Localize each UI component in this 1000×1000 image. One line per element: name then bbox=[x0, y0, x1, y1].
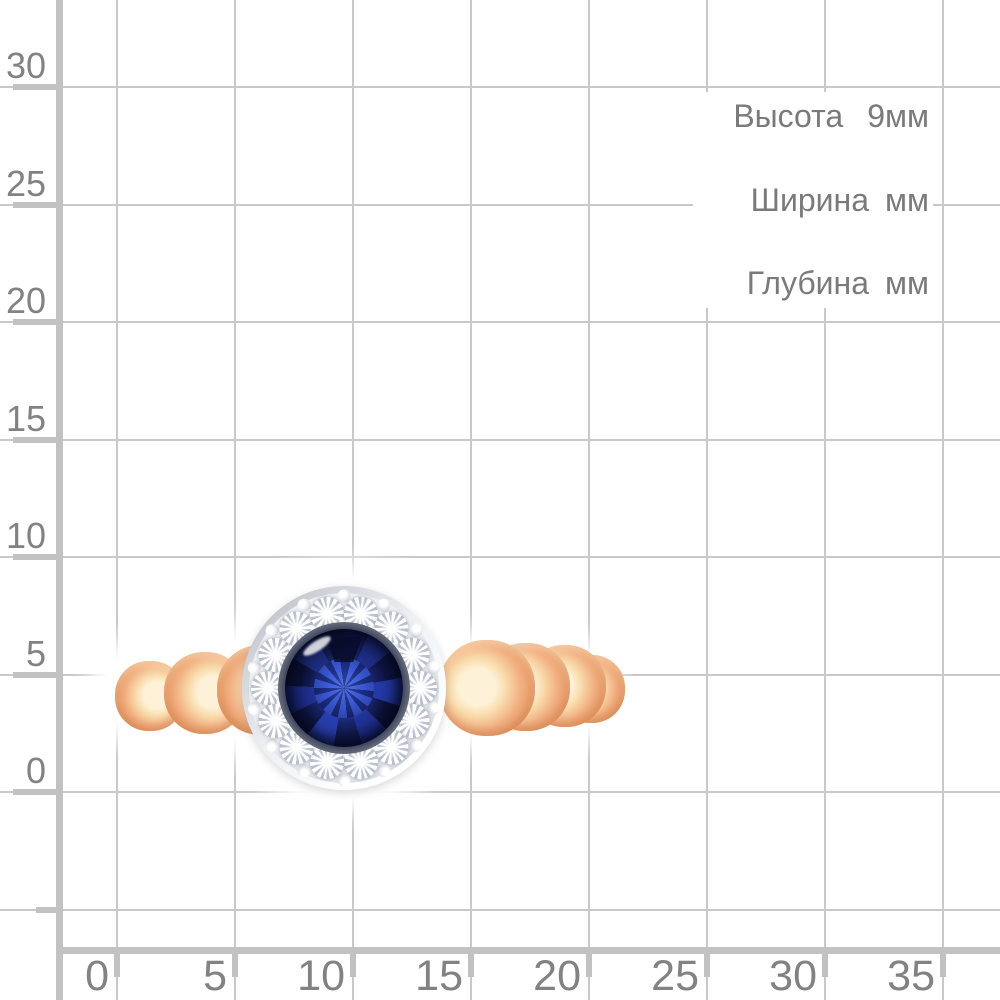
dimension-height-row: Высота 9мм bbox=[697, 98, 929, 135]
y-axis-label: 25 bbox=[5, 163, 46, 204]
dimension-height-label: Высота bbox=[733, 98, 844, 134]
x-axis-tick bbox=[704, 950, 710, 977]
dimensions-panel: Высота 9мм Ширина мм Глубина мм bbox=[693, 92, 933, 308]
sapphire-stone bbox=[285, 629, 403, 747]
dimension-width-row: Ширина мм bbox=[697, 182, 929, 219]
grid-line-horizontal bbox=[0, 439, 1000, 441]
y-axis-tick bbox=[13, 84, 60, 90]
sapphire-table-facet bbox=[314, 658, 374, 718]
y-axis-label: 30 bbox=[5, 45, 46, 86]
x-axis-label: 25 bbox=[651, 952, 699, 1000]
grid-line-vertical bbox=[706, 0, 708, 1000]
grid-line-vertical bbox=[234, 0, 236, 1000]
dimension-depth-label: Глубина bbox=[746, 265, 869, 301]
y-axis-tick bbox=[13, 789, 60, 795]
dimension-depth-row: Глубина мм bbox=[697, 265, 929, 302]
y-axis-label: 15 bbox=[5, 398, 46, 439]
x-axis-label: 0 bbox=[85, 952, 109, 1000]
x-axis-label: 15 bbox=[415, 952, 463, 1000]
x-axis-tick bbox=[350, 950, 356, 977]
y-axis-tick bbox=[13, 319, 60, 325]
y-axis-tick bbox=[13, 202, 60, 208]
x-axis-line bbox=[56, 947, 1000, 954]
grid-line-vertical bbox=[116, 0, 118, 1000]
grid-line-horizontal bbox=[0, 556, 1000, 558]
x-axis-tick bbox=[232, 950, 238, 977]
grid-line-horizontal bbox=[0, 86, 1000, 88]
ring-head bbox=[242, 586, 446, 790]
grid-line-vertical bbox=[824, 0, 826, 1000]
y-axis-label: 20 bbox=[5, 280, 46, 321]
metal-bead-outer bbox=[406, 736, 426, 755]
x-axis-tick bbox=[114, 950, 120, 977]
y-axis-tick bbox=[13, 554, 60, 560]
x-axis-label: 20 bbox=[533, 952, 581, 1000]
x-axis-label: 5 bbox=[203, 952, 227, 1000]
grid-line-vertical bbox=[588, 0, 590, 1000]
y-axis-tick bbox=[36, 907, 60, 913]
grid-line-horizontal bbox=[0, 204, 1000, 206]
y-axis-tick bbox=[13, 672, 60, 678]
dimension-depth-value: мм bbox=[885, 265, 929, 301]
y-axis-label: 0 bbox=[25, 750, 46, 791]
grid-line-horizontal bbox=[0, 791, 1000, 793]
grid-line-vertical bbox=[352, 0, 354, 1000]
y-axis-line bbox=[56, 0, 63, 1000]
y-axis-label: 10 bbox=[5, 515, 46, 556]
y-axis-label: 5 bbox=[25, 633, 46, 674]
x-axis-tick bbox=[468, 950, 474, 977]
x-axis-tick bbox=[940, 950, 946, 977]
x-axis-label: 10 bbox=[297, 952, 345, 1000]
dimension-height-value: 9мм bbox=[867, 98, 929, 134]
metal-bead-outer bbox=[262, 736, 282, 755]
band-bead bbox=[439, 640, 535, 736]
metal-bead-outer bbox=[337, 773, 351, 787]
grid-line-horizontal bbox=[0, 321, 1000, 323]
x-axis-label: 35 bbox=[887, 952, 935, 1000]
dimension-width-label: Ширина bbox=[750, 181, 869, 218]
dimension-width-value: мм bbox=[885, 181, 929, 218]
x-axis-tick bbox=[822, 950, 828, 977]
y-axis-tick bbox=[13, 437, 60, 443]
x-axis-tick bbox=[586, 950, 592, 977]
x-axis-label: 30 bbox=[769, 952, 817, 1000]
grid-line-vertical bbox=[942, 0, 944, 1000]
grid-line-horizontal bbox=[0, 909, 1000, 911]
grid-line-vertical bbox=[470, 0, 472, 1000]
metal-bead-outer bbox=[337, 589, 351, 603]
